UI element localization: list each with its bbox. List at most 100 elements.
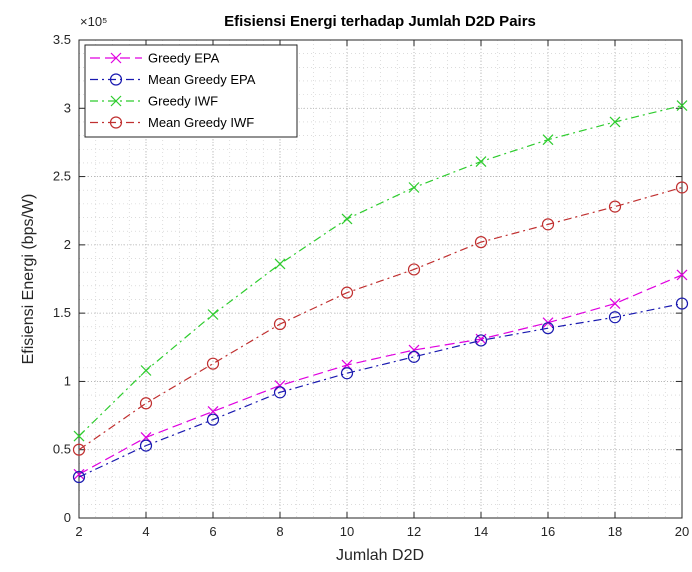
x-tick-label: 20	[675, 524, 689, 539]
x-tick-label: 18	[608, 524, 622, 539]
data-point-mean-greedy-epa	[541, 322, 555, 335]
legend-entry-mean-greedy-iwf: Mean Greedy IWF	[90, 115, 254, 130]
x-tick-label: 10	[340, 524, 354, 539]
data-point-greedy-iwf-stroke	[542, 134, 554, 146]
y-tick-label: 2	[64, 237, 71, 252]
data-point-greedy-epa-stroke	[73, 468, 85, 480]
data-point-greedy-iwf-stroke	[609, 116, 621, 128]
data-point-greedy-iwf-stroke	[475, 156, 487, 167]
legend: Greedy EPA Mean Greedy EPA Greedy IWF Mean …	[84, 44, 298, 138]
y-tick-labels: 0 0.5 1 1.5 2 2.5 3 3.5	[53, 32, 71, 525]
data-point-mean-greedy-iwf	[340, 286, 354, 299]
data-point-greedy-epa	[73, 468, 85, 480]
x-tick-label: 12	[407, 524, 421, 539]
data-point-mean-greedy-iwf	[608, 200, 622, 213]
data-point-greedy-iwf-stroke	[341, 213, 353, 225]
data-point-greedy-iwf	[676, 100, 688, 111]
data-point-greedy-iwf	[341, 213, 353, 225]
y-tick-label: 2.5	[53, 169, 71, 184]
data-point-mean-greedy-iwf	[139, 397, 153, 410]
data-point-greedy-iwf-stroke	[274, 258, 286, 270]
data-point-mean-greedy-iwf	[72, 443, 86, 456]
legend-marker	[110, 52, 122, 64]
data-point-mean-greedy-iwf	[206, 357, 220, 370]
x-tick-label: 16	[541, 524, 555, 539]
data-point-mean-greedy-iwf	[273, 317, 287, 331]
y-tick-label: 3.5	[53, 32, 71, 47]
legend-label: Greedy IWF	[148, 94, 218, 109]
data-point-mean-greedy-epa	[340, 367, 354, 380]
x-axis-label: Jumlah D2D	[336, 547, 424, 564]
data-point-greedy-iwf-stroke	[140, 365, 152, 376]
legend-box	[84, 44, 298, 138]
x-tick-labels: 2 4 6 8 10 12 14 16 18 20	[75, 524, 689, 539]
data-point-greedy-epa-stroke	[274, 380, 286, 391]
data-point-greedy-iwf-stroke	[207, 309, 219, 320]
series-greedy-epa	[73, 269, 688, 480]
data-point-mean-greedy-iwf	[675, 181, 689, 194]
legend-label: Mean Greedy IWF	[148, 115, 254, 130]
y-tick-label: 0	[64, 510, 71, 525]
data-point-mean-greedy-epa	[407, 350, 421, 363]
x-tick-label: 6	[209, 524, 216, 539]
data-point-greedy-epa-stroke	[609, 298, 621, 310]
data-point-greedy-iwf	[274, 258, 286, 270]
data-point-greedy-iwf-stroke	[73, 430, 85, 442]
series-line-mean-greedy-iwf	[78, 186, 683, 451]
x-tick-label: 4	[142, 524, 149, 539]
series-greedy-iwf	[73, 100, 688, 442]
data-point-greedy-epa	[609, 298, 621, 310]
y-tick-label: 3	[64, 100, 71, 115]
data-point-mean-greedy-epa	[474, 334, 488, 347]
series-mean-greedy-iwf	[72, 181, 689, 456]
x-tick-label: 8	[276, 524, 283, 539]
data-point-greedy-epa-stroke	[408, 344, 420, 356]
axis-ticks	[78, 39, 683, 519]
chart-title: Efisiensi Energi terhadap Jumlah D2D Pai…	[224, 13, 536, 30]
data-point-mean-greedy-epa	[273, 386, 287, 399]
y-tick-label: 1.5	[53, 305, 71, 320]
legend-marker	[109, 116, 123, 129]
series-line-greedy-iwf	[78, 104, 683, 437]
legend-label: Greedy EPA	[148, 51, 220, 66]
legend-entry-mean-greedy-epa: Mean Greedy EPA	[90, 72, 256, 87]
y-tick-label: 1	[64, 373, 71, 388]
data-point-greedy-epa	[408, 344, 420, 356]
data-point-greedy-iwf	[140, 365, 152, 376]
data-point-mean-greedy-epa	[675, 297, 689, 310]
legend-marker-stroke	[110, 95, 122, 107]
legend-entry-greedy-iwf: Greedy IWF	[90, 94, 218, 109]
y-tick-label: 0.5	[53, 442, 71, 457]
data-point-mean-greedy-iwf	[474, 236, 488, 249]
data-point-greedy-iwf	[542, 134, 554, 146]
legend-label: Mean Greedy EPA	[148, 72, 256, 87]
legend-marker	[110, 95, 122, 107]
data-point-greedy-epa	[274, 380, 286, 391]
series-layer	[72, 100, 689, 484]
data-point-greedy-epa	[676, 269, 688, 281]
y-exponent-label: ×10⁵	[80, 14, 107, 29]
data-point-mean-greedy-epa	[206, 413, 220, 426]
plot-frame	[78, 39, 683, 519]
data-point-greedy-iwf-stroke	[408, 182, 420, 193]
legend-entry-greedy-epa: Greedy EPA	[90, 51, 220, 66]
data-point-greedy-iwf-stroke	[676, 100, 688, 111]
y-axis-label: Efisiensi Energi (bps/W)	[20, 194, 37, 365]
data-point-greedy-iwf	[475, 156, 487, 167]
data-point-mean-greedy-epa	[72, 470, 86, 484]
data-point-greedy-iwf	[609, 116, 621, 128]
data-point-mean-greedy-iwf	[541, 218, 555, 231]
legend-marker-stroke	[110, 52, 122, 64]
data-point-mean-greedy-iwf	[407, 263, 421, 276]
data-point-mean-greedy-epa	[139, 439, 153, 452]
series-line-mean-greedy-epa	[78, 302, 683, 478]
data-point-greedy-iwf	[207, 309, 219, 320]
x-tick-label: 14	[474, 524, 488, 539]
data-point-mean-greedy-epa	[608, 311, 622, 324]
series-line-greedy-epa	[78, 274, 683, 475]
legend-marker	[109, 73, 123, 86]
series-mean-greedy-epa	[72, 297, 689, 484]
data-point-greedy-epa-stroke	[676, 269, 688, 281]
data-point-greedy-iwf	[408, 182, 420, 193]
